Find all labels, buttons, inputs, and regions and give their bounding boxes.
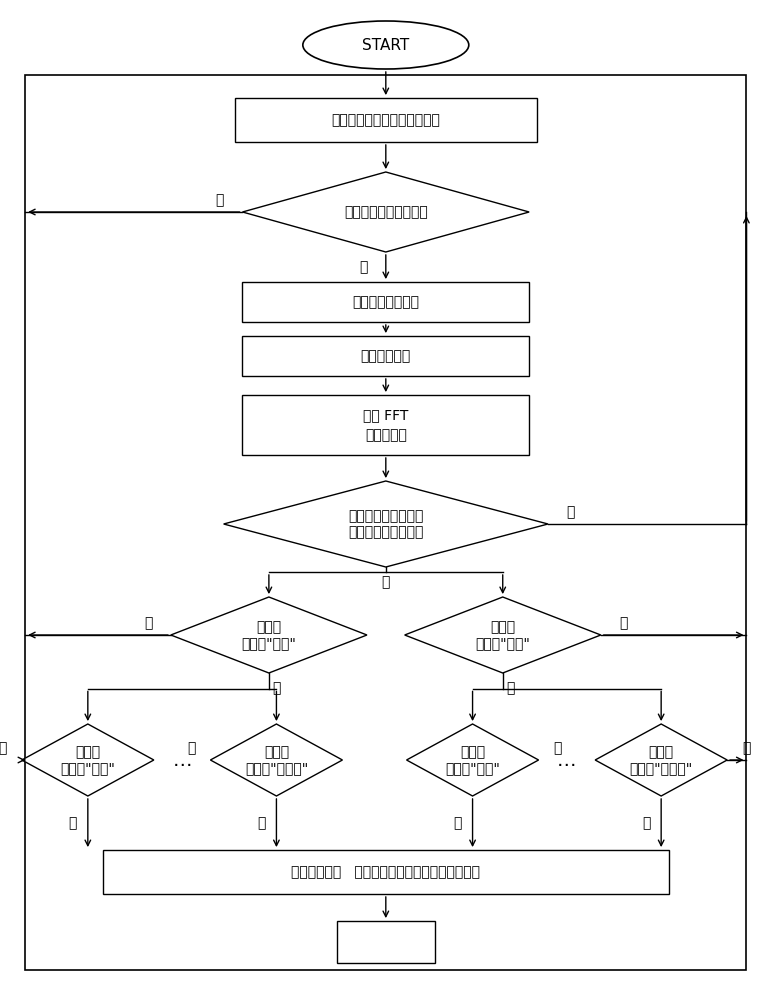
Text: 否: 否 [144,616,153,630]
Text: …: … [557,750,577,770]
Text: 是: 是 [453,816,462,830]
Text: 执行器
是否为"后备箱": 执行器 是否为"后备箱" [629,745,693,775]
FancyBboxPatch shape [243,336,530,376]
Polygon shape [171,597,367,673]
Text: START: START [362,37,410,52]
Polygon shape [211,724,343,796]
Text: 短时 FFT
形成语谱图: 短时 FFT 形成语谱图 [363,408,408,442]
Text: 执行器
是否为"空调": 执行器 是否为"空调" [445,745,500,775]
Text: 无: 无 [216,193,224,207]
Ellipse shape [303,21,468,69]
Polygon shape [243,172,530,252]
Text: 提取缓存区语音帧: 提取缓存区语音帧 [353,295,420,309]
Text: 给继电器信号   对目标车载电子设备执行开合操作: 给继电器信号 对目标车载电子设备执行开合操作 [291,865,481,879]
Text: 否: 否 [620,616,628,630]
Text: 否: 否 [0,741,7,755]
Text: 否: 否 [188,741,196,755]
Text: 执行器
是否为"后备箱": 执行器 是否为"后备箱" [245,745,308,775]
Text: 有: 有 [359,260,367,274]
FancyBboxPatch shape [243,395,530,455]
Text: 是: 是 [642,816,650,830]
Text: 执行器
是否为"空调": 执行器 是否为"空调" [60,745,115,775]
Polygon shape [407,724,539,796]
Text: 有无唇语开关激活信号: 有无唇语开关激活信号 [344,205,428,219]
Text: 是: 是 [382,575,390,589]
Text: 关键词
是否为"打开": 关键词 是否为"打开" [241,620,296,650]
FancyBboxPatch shape [235,98,536,142]
Text: 关键词
是否为"关闭": 关键词 是否为"关闭" [475,620,530,650]
Text: 是: 是 [506,681,514,695]
Text: 是: 是 [69,816,77,830]
Text: 硅麦克风采集若干帧音频缓存: 硅麦克风采集若干帧音频缓存 [331,113,440,127]
Text: 是: 是 [257,816,266,830]
Text: 动词关键词识别环节
是否为疑似指令指令: 动词关键词识别环节 是否为疑似指令指令 [348,509,423,539]
Polygon shape [224,481,548,567]
FancyBboxPatch shape [336,921,435,963]
FancyBboxPatch shape [243,282,530,322]
Text: 背景噪声抑制: 背景噪声抑制 [361,349,411,363]
Polygon shape [595,724,727,796]
FancyBboxPatch shape [103,850,668,894]
Polygon shape [404,597,600,673]
Text: …: … [172,750,192,770]
Text: 否: 否 [553,741,562,755]
Text: 是: 是 [272,681,281,695]
Polygon shape [22,724,154,796]
Text: 否: 否 [566,505,575,519]
Text: 否: 否 [742,741,750,755]
